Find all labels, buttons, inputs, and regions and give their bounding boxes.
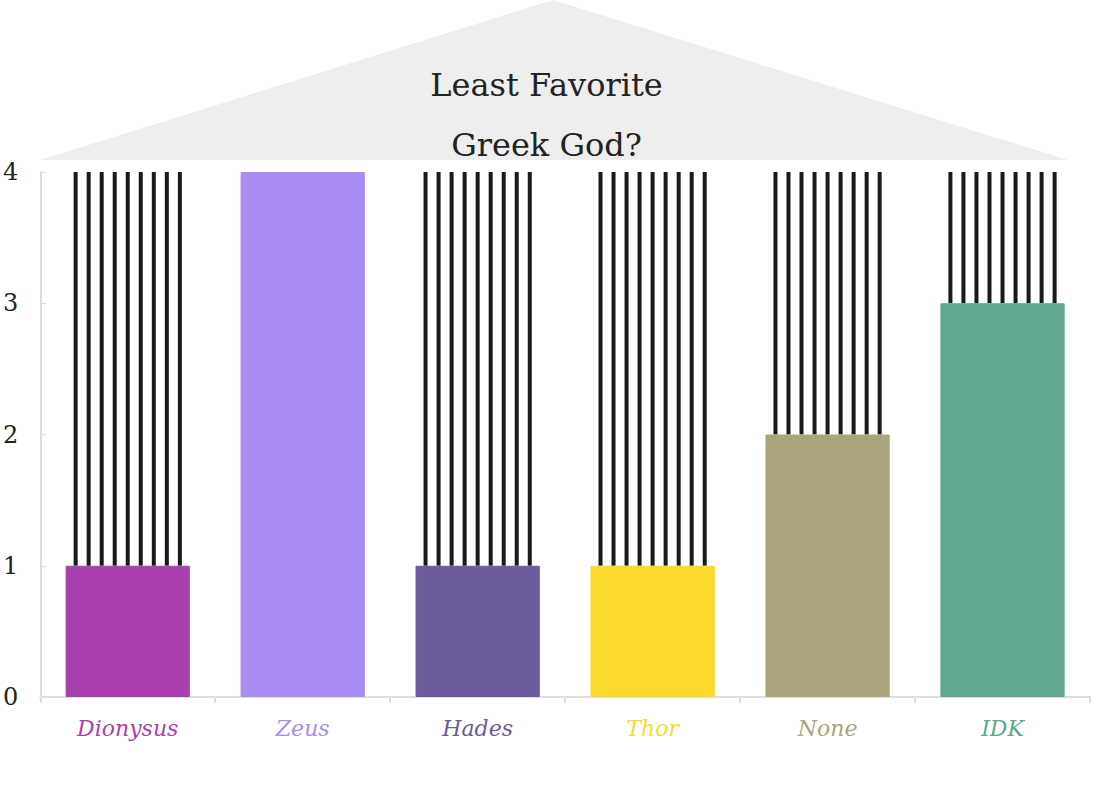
svg-text:Dionysus: Dionysus: [76, 716, 178, 741]
svg-text:4: 4: [3, 158, 18, 186]
svg-text:3: 3: [3, 289, 18, 317]
svg-text:0: 0: [3, 683, 18, 711]
svg-text:2: 2: [3, 421, 18, 449]
svg-text:IDK: IDK: [980, 716, 1025, 741]
svg-text:Hades: Hades: [441, 716, 513, 741]
svg-text:Least Favorite: Least Favorite: [430, 66, 663, 104]
svg-text:Thor: Thor: [626, 716, 680, 741]
svg-text:Zeus: Zeus: [275, 716, 330, 741]
svg-text:Greek God?: Greek God?: [451, 126, 642, 164]
svg-text:1: 1: [3, 552, 18, 580]
svg-text:None: None: [797, 716, 858, 741]
